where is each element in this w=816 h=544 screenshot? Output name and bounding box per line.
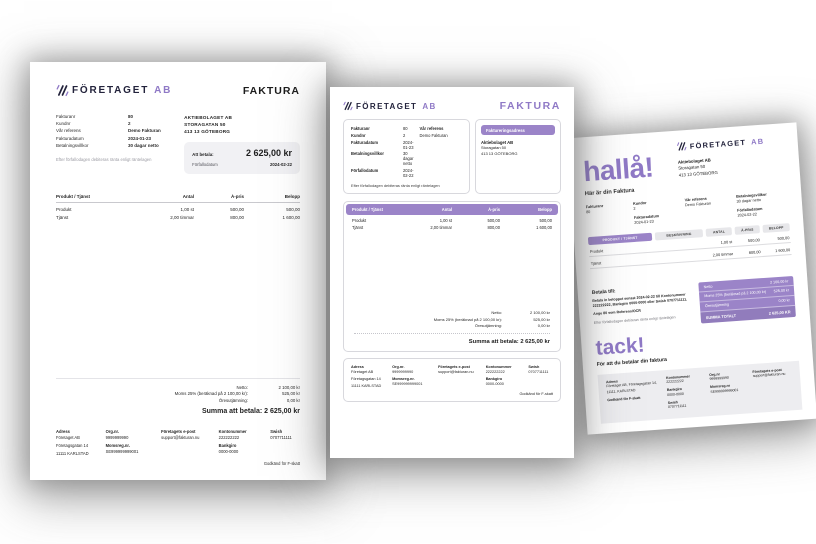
line-items-table: Produkt / Tjänst Antal À-pris Belopp Pro… (56, 194, 300, 220)
fskatt-note: Godkänd för F-skatt (607, 395, 641, 402)
totals-block: Netto: 2 100,00 kr Moms 25% (beräknad på … (433, 310, 550, 329)
table-header: Produkt / Tjänst Antal À-pris Belopp (56, 194, 300, 204)
billing-address: AKTIEBOLAGET AB STORAGATAN 50 413 13 GÖT… (184, 115, 233, 135)
our-reference: Vår referens Demo Fakturan (419, 126, 448, 138)
billing-address: Aktiebolaget AB Storagatan 50 413 13 GÖT… (677, 157, 719, 178)
company-suffix: AB (422, 101, 437, 111)
grand-total: Summa att betala: 2 625,00 kr (201, 408, 300, 415)
invoice-meta-block: Fakturanr 80 Kundnr 2 Fakturadatum 2024-… (585, 192, 767, 225)
billing-address-box: Faktureringsadress Aktiebolaget AB Stora… (475, 119, 561, 195)
invoice-meta-box: Fakturanr 80 Kundnr 2 Fakturadatum 2024-01-… (343, 119, 470, 195)
divider (354, 333, 550, 335)
invoice-footer: Adress Företaget AB, Företagsgatan 14, 1… (597, 360, 803, 424)
totals-block: Netto 2 100,00 kr Moms 25% (beräknad på 2… (698, 276, 796, 324)
interest-note: Efter förfallodagen debiteras ränta enli… (351, 183, 440, 189)
amount-due: 2 625,00 kr (245, 148, 292, 159)
greeting-block: hallå! Här är din Faktura (582, 143, 655, 197)
company-name: FÖRETAGET (689, 137, 747, 151)
document-title: FAKTURA (499, 100, 561, 112)
company-suffix: AB (154, 85, 173, 96)
table-header: Produkt / Tjänst Antal À-pris Belopp (346, 204, 558, 216)
fskatt-note: Godkänd för F-skatt (519, 392, 553, 397)
line-items-table: Produkt / Tjänst Antal À-pris Belopp Pro… (343, 201, 561, 353)
invoice-footer: Adress Företaget AB Företagsgatan 14 111… (343, 358, 561, 403)
invoice-halla: hallå! Här är din Faktura FÖRETAGET AB Ak… (566, 122, 816, 435)
brand-mark-icon (56, 84, 69, 97)
amount-due-box: Att betala: 2 625,00 kr Förfallodatum 20… (184, 142, 300, 175)
brand-mark-icon (343, 101, 353, 111)
grand-total: Summa att betala: 2 625,00 kr (468, 339, 550, 346)
table-row: Tjänst 2,00 timmar 800,00 1 600,00 (56, 215, 300, 221)
invoice-boxed: FÖRETAGET AB FAKTURA Fakturanr 80 Kundnr 2 … (330, 87, 574, 458)
interest-note: Efter förfallodagen debiteras ränta enli… (56, 156, 152, 162)
due-date: 2024-02-22 (270, 162, 292, 168)
totals-block: Netto: 2 100,00 kr Moms 25% (beräknad på … (56, 378, 300, 415)
invoice-footer: Adress Företaget AB Företagsgatan 14 111… (56, 429, 292, 456)
company-name: FÖRETAGET (356, 101, 418, 111)
fskatt-note: Godkänd för F-skatt (263, 461, 300, 466)
invoice-header: FÖRETAGET AB FAKTURA (343, 100, 561, 112)
company-logo: FÖRETAGET AB (56, 84, 172, 97)
invoice-header: FÖRETAGET AB FAKTURA (56, 84, 300, 97)
payment-instructions: Betala till: Betala in beloppet senast 2… (592, 283, 693, 325)
table-row: Tjänst 2,00 timmar 800,00 1 600,00 (352, 225, 552, 231)
invoice-meta-block: Fakturanr 80 Kundnr 2 Vår referens Demo Fak… (56, 114, 174, 174)
table-row: Produkt 1,00 st 500,00 500,00 (352, 217, 552, 223)
brand-mark-icon (677, 142, 687, 151)
greeting-subtitle: Här är din Faktura (584, 187, 635, 198)
invoice-classic: FÖRETAGET AB FAKTURA Fakturanr 80 Kundnr 2 … (30, 62, 326, 480)
company-logo: FÖRETAGET AB (676, 134, 783, 151)
company-suffix: AB (750, 136, 765, 147)
document-title: FAKTURA (242, 84, 300, 97)
company-name: FÖRETAGET (72, 85, 150, 96)
greeting-title: hallå! (582, 151, 655, 188)
billing-address-header: Faktureringsadress (481, 125, 555, 135)
company-logo: FÖRETAGET AB (343, 101, 437, 111)
table-row: Produkt 1,00 st 500,00 500,00 (56, 206, 300, 212)
